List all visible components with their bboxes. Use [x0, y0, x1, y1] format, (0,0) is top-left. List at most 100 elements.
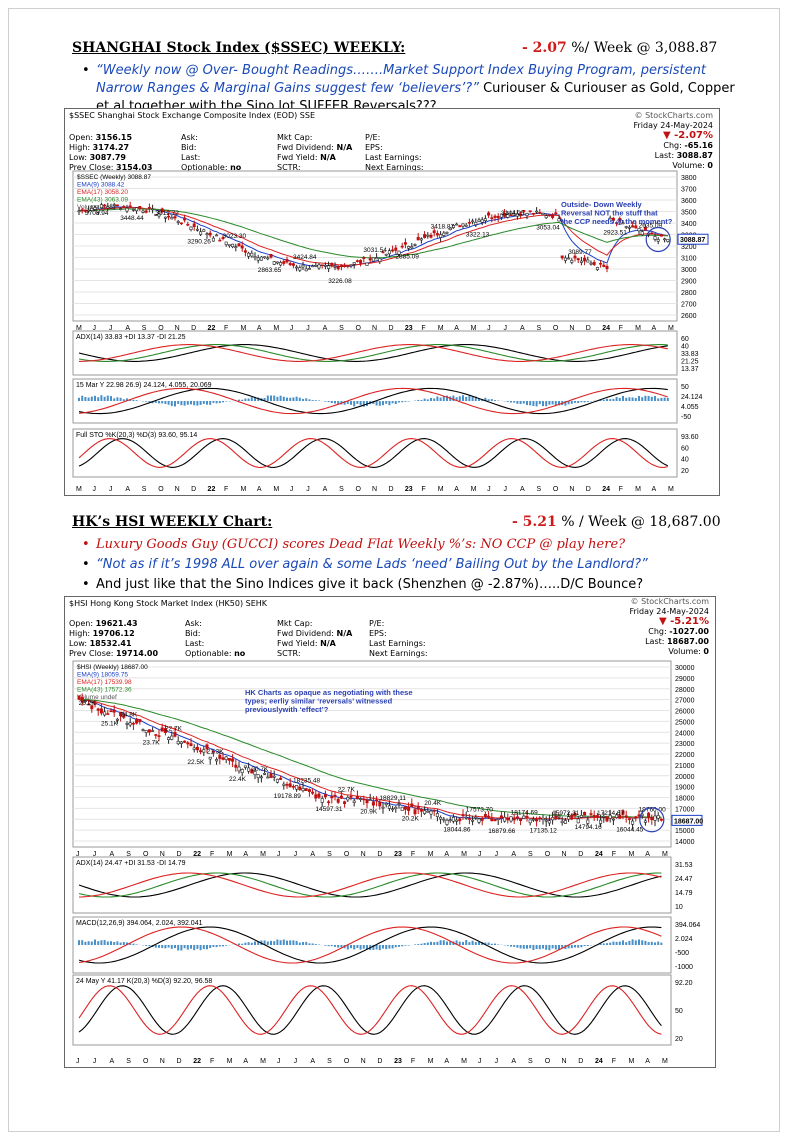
ssec-macd-bar	[254, 396, 256, 401]
ssec-macd-bar	[506, 401, 509, 402]
ssec-month-label: 22	[208, 486, 216, 493]
ssec-candle-body	[295, 266, 299, 269]
ssec-candle-body	[483, 218, 487, 221]
hsi-price-label: 19178.89	[274, 793, 301, 800]
hsi-month-label: J	[294, 1058, 298, 1065]
hsi-month-label: D	[377, 851, 382, 858]
ssec-macd-bar	[391, 401, 394, 404]
ssec-month-label: O	[553, 325, 559, 332]
hsi-macd-bar	[314, 944, 317, 945]
hsi-candle-body	[352, 800, 356, 803]
hsi-macd-bar	[298, 942, 301, 945]
ssec-candle-body	[634, 225, 638, 229]
ssec-candle-body	[115, 204, 119, 207]
hsi-bid: Bid:	[185, 629, 201, 638]
hsi-month-label: J	[76, 851, 80, 858]
hsi-price-label: 22.5K	[187, 759, 205, 766]
hsi-price-label: 22.7K	[338, 786, 356, 793]
hsi-candle-body	[416, 806, 420, 810]
hsi-quote-right: © StockCharts.com Friday 24-May-2024 ▼ -…	[630, 597, 710, 657]
hsi-indicator-label: MACD(12,26,9) 394.064, 2.024, 392.041	[76, 920, 203, 927]
hsi-last-tag-box	[671, 814, 703, 826]
hsi-candle-body	[77, 695, 81, 700]
ssec-macd-bar	[362, 401, 365, 407]
hsi-candle-body	[311, 791, 315, 794]
ssec-candle-body	[391, 249, 395, 252]
ssec-month-label: O	[553, 486, 559, 493]
ssec-macd-bar	[314, 400, 317, 401]
hsi-candle-body	[445, 819, 449, 825]
ssec-macd-bar	[350, 401, 352, 405]
ssec-macd-bar	[126, 398, 128, 401]
ssec-macd-bar	[84, 396, 87, 401]
hsi-open: 19621.43	[95, 619, 138, 628]
hsi-candle-body	[579, 815, 583, 818]
ssec-macd-bar	[97, 397, 100, 401]
ssec-price-label: 3226.08	[328, 278, 352, 285]
hsi-month-label: N	[361, 851, 366, 858]
ssec-candle-body	[77, 210, 81, 213]
hsi-indicator-panel	[72, 916, 672, 974]
hsi-macd-bar	[87, 941, 90, 945]
ssec-month-label: F	[619, 486, 623, 493]
ssec-indicator-tick: 4.055	[681, 404, 699, 411]
ssec-month-label: J	[109, 325, 113, 332]
hsi-candle-body	[247, 767, 251, 772]
ssec-macd-bar	[436, 396, 439, 401]
hsi-macd-bar	[510, 945, 512, 947]
hsi-y-tick: 19000	[675, 785, 695, 792]
ssec-bid: Bid:	[181, 143, 197, 152]
hsi-candle-body	[627, 818, 631, 820]
hsi-candle-body	[592, 815, 596, 817]
ssec-candle-body	[157, 213, 161, 217]
hsi-candle-body	[103, 711, 107, 716]
hsi-macd-bar	[94, 939, 96, 945]
ssec-open-label: Open:	[69, 133, 94, 142]
ssec-low: 3087.79	[89, 153, 126, 162]
ssec-month-label: A	[125, 486, 130, 493]
ssec-change-value: - 2.07	[522, 40, 567, 56]
hsi-candle-body	[224, 756, 228, 760]
hsi-macd-bar	[356, 945, 359, 949]
hsi-legend-item: $HSI (Weekly) 18687.00	[77, 664, 148, 671]
hsi-indicator-line	[78, 872, 662, 898]
ssec-macd-bar	[551, 401, 554, 405]
ssec-last-label: Last:	[654, 151, 675, 160]
hsi-month-label: N	[160, 851, 165, 858]
ssec-macd-bar	[654, 396, 656, 401]
ssec-candle-body	[403, 242, 407, 245]
hsi-open-label: Open:	[69, 619, 94, 628]
ssec-macd-bar	[446, 395, 448, 401]
hsi-legend-item: EMA(43) 17572.36	[77, 687, 132, 694]
hsi-candle-body	[535, 818, 539, 822]
ssec-month-label: J	[109, 486, 113, 493]
ssec-candle-body	[378, 258, 382, 262]
hsi-last-label: Last:	[645, 637, 665, 646]
hsi-macd-bar	[81, 940, 84, 945]
ssec-candle-body	[365, 262, 369, 266]
ssec-macd-bar	[263, 397, 266, 401]
hsi-candle-body	[99, 708, 103, 714]
hsi-candle-body	[240, 769, 244, 774]
hsi-candle-body	[96, 708, 100, 711]
hsi-quote-mkt: Mkt Cap: Fwd Dividend: N/A Fwd Yield: N/…	[277, 619, 352, 659]
hsi-candle-body	[176, 740, 180, 745]
ssec-candle-body	[253, 256, 257, 259]
ssec-indicator-line	[78, 438, 669, 468]
ssec-month-label: O	[158, 325, 164, 332]
hsi-chart-title: $HSI Hong Kong Stock Market Index (HK50)…	[65, 597, 715, 611]
ssec-candle-body	[474, 222, 478, 225]
ssec-candle-body	[99, 204, 103, 209]
hsi-indicator-tick: 394.064	[675, 922, 700, 929]
hsi-macd-bar	[548, 945, 551, 951]
hsi-candle-body	[413, 809, 417, 815]
hsi-macd-bar	[106, 941, 109, 945]
hsi-candle-body	[202, 749, 206, 753]
hsi-macd-bar	[330, 945, 333, 947]
ssec-month-label: S	[536, 486, 541, 493]
ssec-month-label: J	[306, 325, 310, 332]
ssec-candle-body	[567, 257, 571, 260]
ssec-candle-body	[362, 257, 366, 260]
hsi-macd-bar	[478, 941, 480, 945]
hsi-price-label: 18174.69	[511, 810, 538, 817]
